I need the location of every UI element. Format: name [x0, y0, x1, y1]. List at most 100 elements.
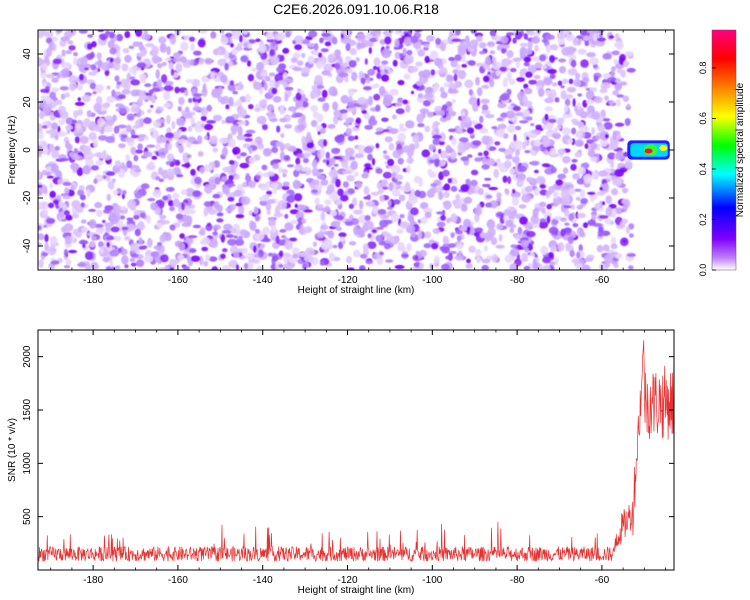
heatmap-cell — [615, 150, 625, 161]
heatmap-cell — [516, 179, 524, 188]
heatmap-cell — [572, 98, 576, 107]
heatmap-cell — [283, 77, 294, 83]
heatmap-cell — [612, 130, 618, 141]
heatmap-cell — [65, 214, 73, 221]
heatmap-cell — [347, 106, 357, 113]
heatmap-cell — [38, 130, 44, 140]
heatmap-cell — [143, 30, 148, 36]
heatmap-cell — [49, 190, 56, 198]
heatmap-cell — [364, 124, 373, 130]
heatmap-cell — [64, 187, 70, 195]
heatmap-cell — [334, 62, 340, 70]
heatmap-cell — [268, 217, 276, 227]
heatmap-cell — [155, 143, 161, 150]
heatmap-cell — [560, 85, 565, 89]
heatmap-cell — [130, 262, 137, 267]
heatmap-cell — [222, 248, 228, 253]
heatmap-cell — [541, 207, 546, 214]
heatmap-cell — [498, 233, 503, 242]
heatmap-cell — [124, 137, 134, 143]
heatmap-cell — [243, 133, 253, 138]
heatmap-cell — [564, 222, 570, 226]
heatmap-cell — [109, 214, 119, 225]
heatmap-cell — [332, 114, 339, 125]
heatmap-cell — [432, 228, 441, 235]
heatmap-cell — [460, 156, 469, 161]
heatmap-cell — [63, 248, 68, 257]
heatmap-cell — [107, 40, 115, 49]
heatmap-cell — [365, 260, 374, 265]
heatmap-cell — [230, 228, 238, 234]
heatmap-cell — [115, 33, 124, 42]
heatmap-cell — [139, 117, 145, 128]
heatmap-cell — [468, 245, 476, 253]
heatmap-cell — [563, 227, 572, 233]
heatmap-cell — [158, 178, 164, 183]
heatmap-cell — [282, 181, 290, 187]
heatmap-cell — [531, 36, 541, 44]
heatmap-cell — [41, 82, 48, 87]
heatmap-cell — [273, 212, 284, 218]
heatmap-cell — [187, 235, 198, 239]
heatmap-cell — [172, 192, 180, 199]
heatmap-cell — [590, 170, 599, 179]
heatmap-cell — [106, 85, 111, 90]
heatmap-cell — [391, 189, 401, 197]
heatmap-cell — [326, 184, 335, 194]
heatmap-cell — [485, 56, 491, 66]
heatmap-cell — [570, 59, 577, 68]
heatmap-cell — [135, 30, 143, 37]
heatmap-cell — [201, 237, 211, 246]
heatmap-cells — [38, 30, 636, 270]
heatmap-cell — [589, 57, 599, 65]
heatmap-cell — [181, 222, 192, 228]
heatmap-cell — [283, 255, 289, 265]
heatmap-cell — [478, 127, 489, 134]
heatmap-cell — [281, 185, 290, 191]
heatmap-cell — [580, 30, 587, 36]
heatmap-cell — [296, 204, 307, 212]
heatmap-cell — [504, 188, 509, 194]
heatmap-cell — [126, 160, 133, 169]
heatmap-cell — [97, 118, 105, 127]
heatmap-cell — [397, 132, 406, 142]
heatmap-cell — [119, 206, 127, 211]
spectrogram-x-tick-label: -60 — [595, 275, 610, 286]
heatmap-cell — [385, 155, 390, 160]
heatmap-cell — [356, 228, 365, 236]
heatmap-cell — [233, 189, 243, 197]
heatmap-cell — [144, 83, 152, 88]
heatmap-cell — [151, 55, 160, 64]
heatmap-cell — [575, 72, 581, 80]
heatmap-cell — [49, 235, 58, 245]
heatmap-cell — [216, 204, 223, 213]
heatmap-cell — [89, 51, 95, 59]
heatmap-cell — [203, 207, 209, 217]
heatmap-cell — [507, 206, 516, 212]
heatmap-cell — [500, 35, 509, 44]
heatmap-cell — [330, 157, 335, 165]
heatmap-cell — [626, 103, 631, 110]
heatmap-cell — [622, 203, 628, 213]
heatmap-cell — [551, 133, 559, 138]
snr-y-tick-label: 500 — [22, 508, 33, 525]
heatmap-cell — [371, 158, 376, 166]
heatmap-cell — [197, 38, 206, 48]
heatmap-cell — [624, 160, 633, 169]
heatmap-cell — [486, 41, 495, 47]
heatmap-cell — [122, 190, 127, 195]
heatmap-cell — [340, 94, 350, 104]
heatmap-cell — [548, 251, 554, 259]
heatmap-cell — [301, 218, 307, 224]
heatmap-cell — [151, 155, 158, 160]
heatmap-cell — [130, 79, 141, 86]
heatmap-cell — [105, 136, 115, 143]
heatmap-cell — [132, 67, 137, 77]
heatmap-cell — [439, 67, 445, 75]
heatmap-cell — [120, 134, 128, 139]
heatmap-cell — [570, 163, 577, 171]
heatmap-cell — [600, 138, 608, 147]
heatmap-cell — [93, 139, 98, 149]
heatmap-cell — [399, 221, 409, 229]
heatmap-cell — [302, 101, 309, 108]
